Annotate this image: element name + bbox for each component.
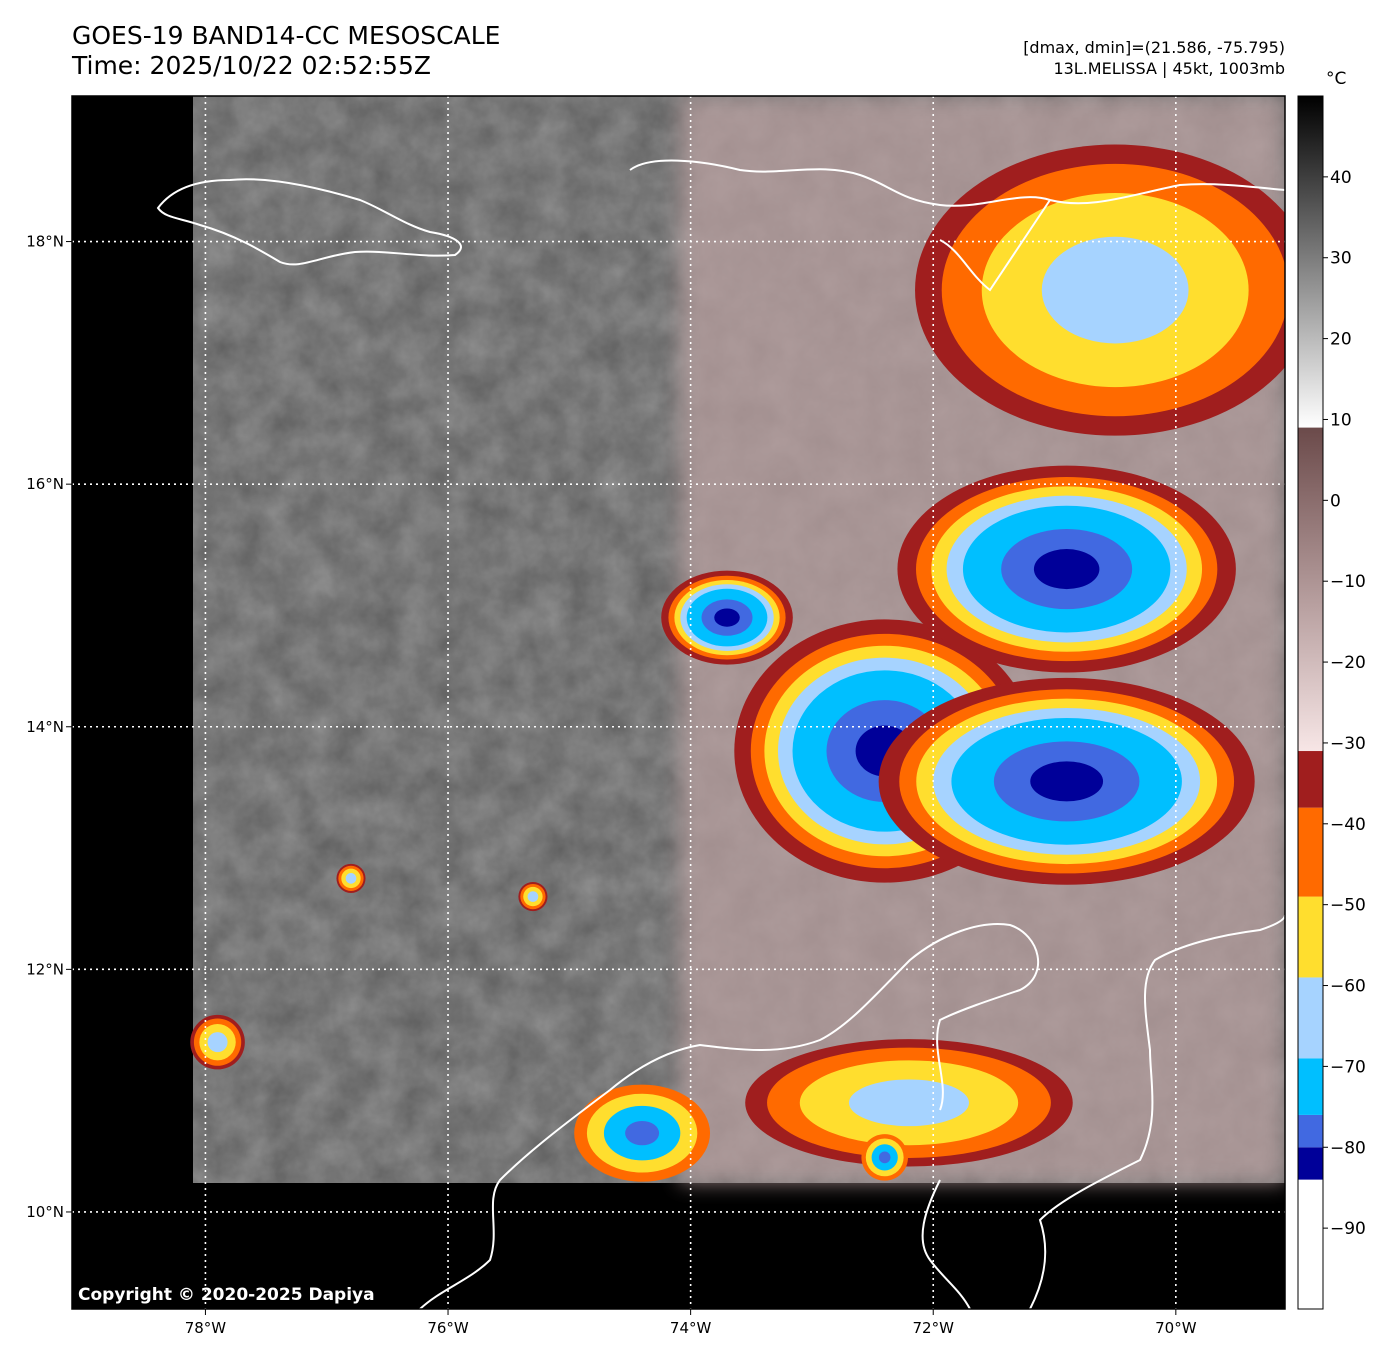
colorbar-fill: [1298, 96, 1323, 1309]
convective-cells: [190, 144, 1285, 1182]
colorbar-tick-label: 10: [1330, 410, 1352, 430]
colorbar-tick-label: −60: [1330, 977, 1366, 997]
colorbar-tick-label: −90: [1330, 1219, 1366, 1239]
latitude-ticks: 18°N 16°N 14°N 12°N 10°N: [26, 233, 72, 1221]
map-frame: [71, 95, 1286, 1310]
colorbar-tick-label: −40: [1330, 815, 1366, 835]
convective-cell: [878, 677, 1255, 885]
latitude-tick-label: 12°N: [26, 960, 64, 978]
colorbar-tick-label: −50: [1330, 896, 1366, 916]
cell-ring: [625, 1120, 660, 1146]
colorbar-band: [1298, 896, 1323, 978]
colorbar-band: [1298, 751, 1323, 808]
cell-ring: [878, 1151, 891, 1164]
storm-info-text: 13L.MELISSA | 45kt, 1003mb: [1053, 59, 1285, 78]
cell-ring: [345, 873, 357, 884]
cell-ring: [848, 1079, 970, 1127]
convective-cell: [661, 570, 793, 665]
colorbar-gradient: [1298, 96, 1323, 428]
longitude-ticks: 78°W 76°W 74°W 72°W 70°W: [185, 1309, 1197, 1337]
convective-cell: [336, 863, 366, 893]
cell-ring: [1041, 236, 1189, 344]
cell-ring: [527, 891, 539, 902]
colorbar-band: [1298, 807, 1323, 897]
latitude-tick-label: 10°N: [26, 1203, 64, 1221]
south-america-coastline: [419, 914, 1285, 1309]
colorbar-tick-label: −70: [1330, 1057, 1366, 1077]
convective-cell: [574, 1084, 711, 1182]
colorbar-band: [1298, 1147, 1323, 1180]
colorbar-ticks: 40 30 20 10 0 −10 −20 −30 −40 −50 −60 −70 −80 −90: [1323, 168, 1366, 1239]
graticule: [72, 96, 1285, 1309]
colorbar-band: [1298, 1179, 1323, 1309]
longitude-tick-label: 70°W: [1155, 1319, 1197, 1337]
colorbar-tick-label: 20: [1330, 330, 1352, 350]
convective-cell: [518, 882, 548, 912]
hispaniola-coastline: [629, 159, 1285, 292]
cell-ring: [207, 1032, 228, 1053]
colorbar-tick-label: −80: [1330, 1138, 1366, 1158]
cell-ring: [714, 608, 740, 627]
longitude-tick-label: 72°W: [913, 1319, 955, 1337]
colorbar-band: [1298, 1058, 1323, 1115]
colorbar-band: [1298, 977, 1323, 1059]
cell-ring: [1033, 549, 1100, 590]
longitude-tick-label: 78°W: [185, 1319, 227, 1337]
colorbar: °C 40 30 20 10 0 −10 −20 −30 −40 −50 −60 −70 −80 −90: [1297, 69, 1366, 1310]
colorbar-frame: [1297, 95, 1324, 1310]
cell-ring: [1030, 761, 1104, 802]
colorbar-tick-label: 30: [1330, 249, 1352, 269]
colorbar-unit: °C: [1326, 69, 1346, 89]
longitude-tick-label: 74°W: [670, 1319, 712, 1337]
convective-cell: [190, 1014, 245, 1070]
data-range-text: [dmax, dmin]=(21.586, -75.795): [1023, 38, 1285, 57]
colorbar-band: [1298, 1114, 1323, 1148]
colorbar-gradient: [1298, 427, 1323, 752]
latitude-tick-label: 18°N: [26, 233, 64, 251]
colorbar-tick-label: −20: [1330, 653, 1366, 673]
latitude-tick-label: 16°N: [26, 475, 64, 493]
coastlines: [156, 159, 1285, 1309]
colorbar-tick-label: 40: [1330, 168, 1352, 188]
map-title: GOES-19 BAND14-CC MESOSCALE: [72, 21, 501, 50]
convective-cell: [745, 1039, 1073, 1167]
colorbar-tick-label: −10: [1330, 572, 1366, 592]
longitude-tick-label: 76°W: [427, 1319, 469, 1337]
colorbar-tick-label: −30: [1330, 734, 1366, 754]
copyright-text: Copyright © 2020-2025 Dapiya: [78, 1285, 375, 1305]
convective-cell: [915, 144, 1285, 436]
satellite-imagery: [72, 96, 1285, 1309]
convective-cell: [897, 465, 1236, 673]
map-timestamp: Time: 2025/10/22 02:52:55Z: [72, 51, 431, 80]
jamaica-coastline: [156, 178, 462, 266]
colorbar-tick-label: 0: [1330, 491, 1341, 511]
latitude-tick-label: 14°N: [26, 718, 64, 736]
convective-cell: [861, 1134, 908, 1181]
